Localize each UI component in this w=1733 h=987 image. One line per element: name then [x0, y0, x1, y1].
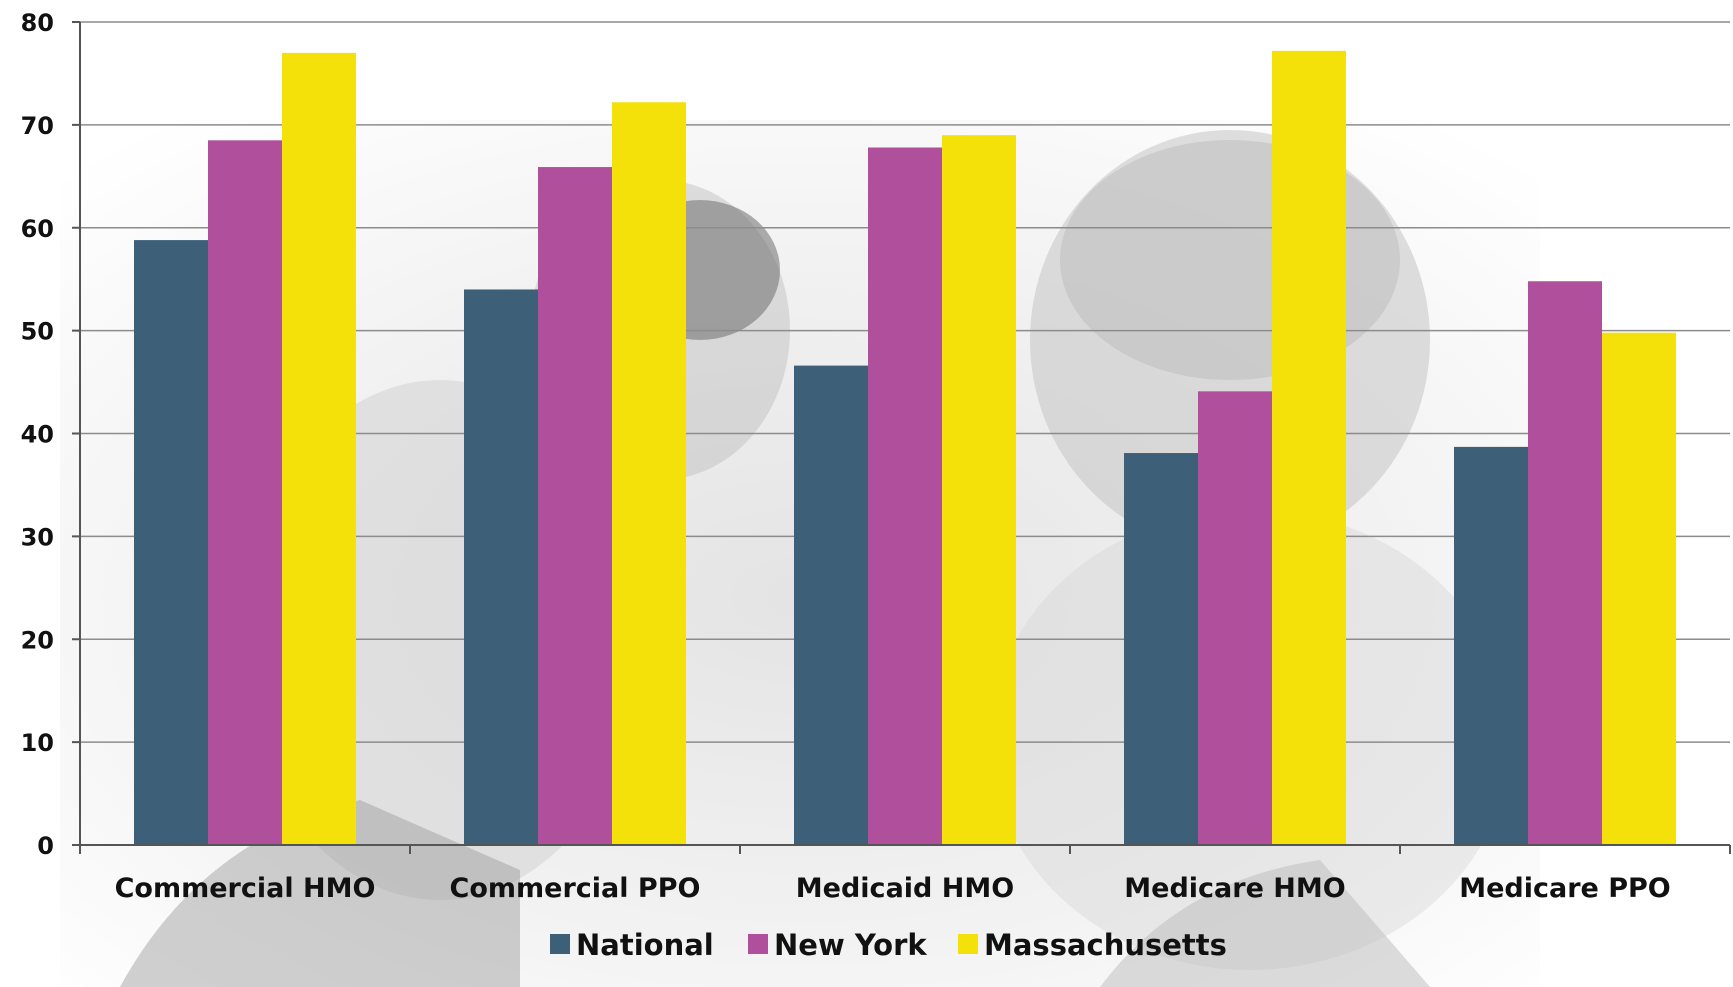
- x-category-label: Commercial HMO: [115, 873, 376, 904]
- bar-national-2: [794, 365, 868, 845]
- y-tick-label: 40: [21, 421, 54, 449]
- bar-new-york-3: [1198, 391, 1272, 845]
- bar-new-york-1: [538, 167, 612, 845]
- y-tick-label: 60: [21, 215, 54, 243]
- bar-new-york-2: [868, 147, 942, 845]
- axes: 0 10 20 30 40 50 60 70 80 Commercial HMO Commercia…: [21, 9, 1731, 904]
- y-tick-label: 50: [21, 318, 54, 346]
- y-tick-label: 30: [21, 523, 54, 551]
- bar-national-1: [464, 289, 538, 846]
- bar-national-0: [134, 240, 208, 846]
- x-category-label: Medicare PPO: [1459, 873, 1671, 904]
- bar-massachusetts-0: [282, 52, 356, 846]
- legend-swatch-national: [550, 934, 570, 954]
- bar-national-4: [1454, 446, 1528, 845]
- bar-massachusetts-4: [1602, 332, 1676, 845]
- legend-swatch-massachusetts: [958, 934, 978, 954]
- legend-label: New York: [774, 928, 927, 962]
- y-tick-label: 10: [21, 729, 54, 757]
- y-tick-label: 20: [21, 626, 54, 654]
- x-category-label: Medicaid HMO: [796, 873, 1014, 904]
- bar-massachusetts-1: [612, 102, 686, 846]
- y-tick-label: 0: [37, 832, 54, 860]
- x-category-label: Commercial PPO: [450, 873, 701, 904]
- legend-label: Massachusetts: [984, 928, 1227, 962]
- bar-massachusetts-2: [942, 135, 1016, 846]
- bar-new-york-4: [1528, 281, 1602, 845]
- legend: National New York Massachusetts: [550, 928, 1227, 962]
- bar-new-york-0: [208, 140, 282, 845]
- y-tick-label: 80: [21, 9, 54, 37]
- bar-national-3: [1124, 453, 1198, 845]
- legend-swatch-new-york: [748, 934, 768, 954]
- bar-massachusetts-3: [1272, 50, 1346, 846]
- x-category-label: Medicare HMO: [1124, 873, 1345, 904]
- legend-label: National: [576, 928, 714, 962]
- y-tick-label: 70: [21, 112, 54, 140]
- bars: [134, 50, 1676, 846]
